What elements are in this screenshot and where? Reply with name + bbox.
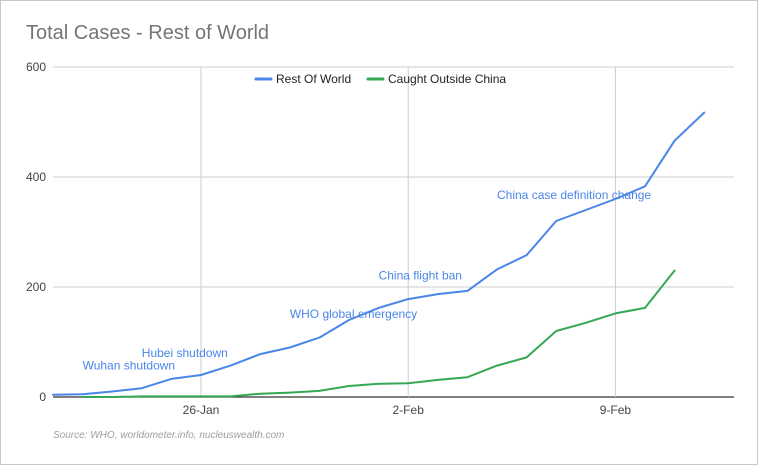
- y-axis-ticks: 0 200 400 600: [26, 60, 46, 404]
- y-tick-label-200: 200: [26, 280, 46, 294]
- source-note: Source: WHO, worldometer.info, nucleuswe…: [53, 430, 285, 441]
- series-line-caught-outside-china: [81, 269, 676, 398]
- annotation-4: China case definition change: [497, 188, 651, 202]
- y-tick-label-0: 0: [39, 390, 46, 404]
- annotation-3: China flight ban: [379, 268, 462, 282]
- x-tick-label-9-Feb: 9-Feb: [600, 403, 632, 417]
- series-group: [52, 111, 706, 398]
- legend: Rest Of World Caught Outside China: [254, 72, 506, 86]
- annotation-1: Hubei shutdown: [142, 346, 228, 360]
- x-tick-label-26-Jan: 26-Jan: [183, 403, 220, 417]
- legend-label-0: Rest Of World: [276, 72, 351, 86]
- legend-label-1: Caught Outside China: [388, 72, 506, 86]
- x-tick-label-2-Feb: 2-Feb: [393, 403, 425, 417]
- annotation-2: WHO global emergency: [290, 307, 417, 321]
- x-axis-ticks: 26-Jan 2-Feb 9-Feb: [183, 403, 632, 417]
- y-tick-label-400: 400: [26, 170, 46, 184]
- annotation-0: Wuhan shutdown: [83, 359, 176, 373]
- series-line-rest-of-world: [52, 111, 706, 396]
- chart-title: Total Cases - Rest of World: [26, 22, 270, 44]
- y-tick-label-600: 600: [26, 60, 46, 74]
